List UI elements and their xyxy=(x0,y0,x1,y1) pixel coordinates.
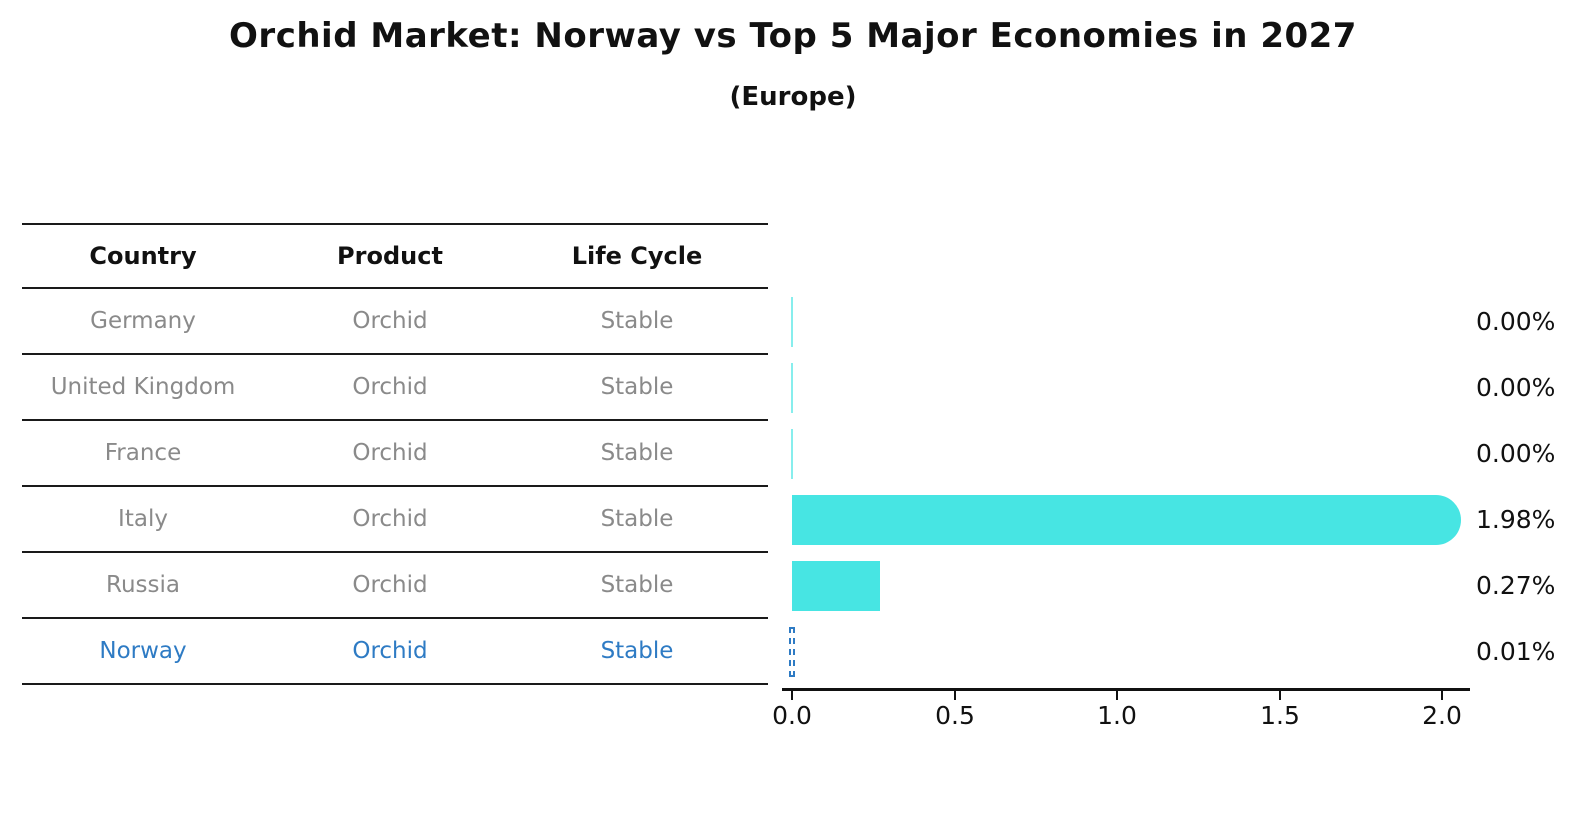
value-label-united-kingdom: 0.00% xyxy=(1476,373,1556,402)
cell-life-cycle: Stable xyxy=(600,506,674,532)
bar-france xyxy=(791,429,793,479)
cell-product: Orchid xyxy=(352,506,428,532)
x-axis-tick-label: 2.0 xyxy=(1422,701,1462,730)
table-row: United Kingdom Orchid Stable xyxy=(22,355,768,421)
cell-country: Norway xyxy=(99,638,187,664)
value-label-germany: 0.00% xyxy=(1476,307,1556,336)
cell-product: Orchid xyxy=(352,572,428,598)
table-header-row: Country Product Life Cycle xyxy=(22,223,768,289)
cell-life-cycle: Stable xyxy=(600,638,674,664)
table-row-norway-highlighted: Norway Orchid Stable xyxy=(22,619,768,685)
x-axis-tick xyxy=(791,691,793,700)
cell-country: United Kingdom xyxy=(50,374,236,400)
bar-norway-dashed xyxy=(789,627,795,677)
bar-russia xyxy=(792,561,880,611)
cell-life-cycle: Stable xyxy=(600,572,674,598)
x-axis-tick-label: 0.5 xyxy=(935,701,975,730)
cell-country: Germany xyxy=(90,308,196,334)
x-axis-tick-label: 0.0 xyxy=(772,701,812,730)
value-label-italy: 1.98% xyxy=(1476,505,1556,534)
value-label-france: 0.00% xyxy=(1476,439,1556,468)
cell-product: Orchid xyxy=(352,374,428,400)
x-axis-tick xyxy=(1116,691,1118,700)
table-row: Russia Orchid Stable xyxy=(22,553,768,619)
table-row: Germany Orchid Stable xyxy=(22,289,768,355)
x-axis-tick-label: 1.5 xyxy=(1260,701,1300,730)
cell-product: Orchid xyxy=(352,440,428,466)
x-axis-tick xyxy=(1441,691,1443,700)
chart-title: Orchid Market: Norway vs Top 5 Major Eco… xyxy=(229,16,1357,56)
bar-germany xyxy=(791,297,793,347)
cell-country: France xyxy=(104,440,182,466)
cell-life-cycle: Stable xyxy=(600,374,674,400)
value-label-norway: 0.01% xyxy=(1476,637,1556,666)
cell-product: Orchid xyxy=(352,308,428,334)
cell-life-cycle: Stable xyxy=(600,440,674,466)
x-axis-spine xyxy=(782,688,1470,691)
cell-life-cycle: Stable xyxy=(600,308,674,334)
bar-united-kingdom xyxy=(791,363,793,413)
cell-country: Italy xyxy=(118,506,168,532)
value-label-russia: 0.27% xyxy=(1476,571,1556,600)
cell-country: Russia xyxy=(106,572,180,598)
column-header-country: Country xyxy=(89,242,197,270)
column-header-product: Product xyxy=(337,242,443,270)
chart-subtitle: (Europe) xyxy=(729,82,857,112)
bar-italy xyxy=(792,495,1461,545)
cell-product: Orchid xyxy=(352,638,428,664)
table-row: France Orchid Stable xyxy=(22,421,768,487)
x-axis-tick xyxy=(1279,691,1281,700)
x-axis-tick-label: 1.0 xyxy=(1097,701,1137,730)
column-header-life-cycle: Life Cycle xyxy=(571,242,703,270)
table-row: Italy Orchid Stable xyxy=(22,487,768,553)
x-axis-tick xyxy=(954,691,956,700)
